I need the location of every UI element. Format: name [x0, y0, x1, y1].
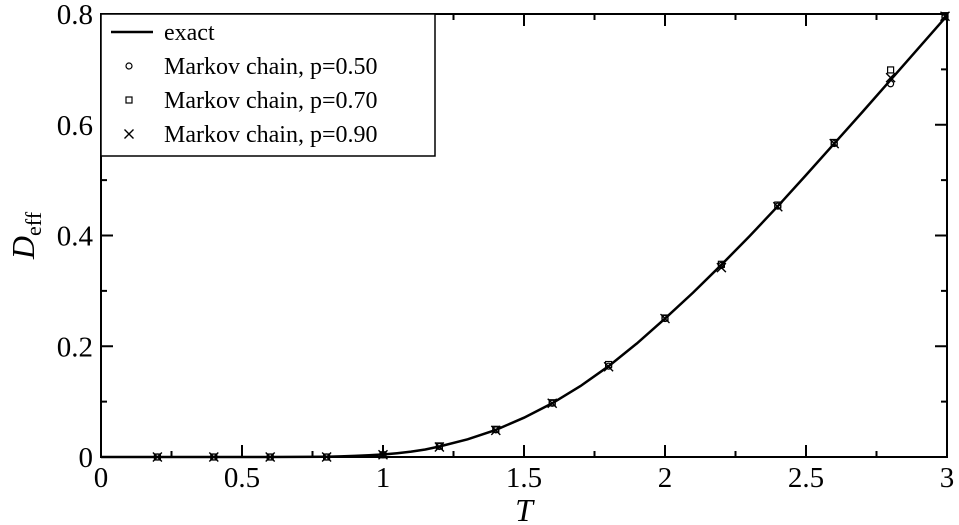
data-point-cross: [321, 452, 332, 462]
data-point-square: [830, 138, 838, 147]
data-point-cross: [772, 201, 783, 212]
x-tick-label: 0: [94, 462, 109, 494]
data-point-cross: [378, 449, 388, 460]
data-point-cross: [547, 398, 558, 409]
data-point-square: [435, 442, 443, 450]
y-tick-label: 0.2: [57, 331, 93, 363]
data-point-cross: [603, 361, 614, 372]
y-axis-label: Deff: [5, 211, 46, 260]
x-tick-label: 2.5: [788, 462, 824, 494]
data-point-cross: [152, 452, 163, 462]
data-point-cross: [490, 425, 501, 436]
exact-curve-line: [101, 14, 948, 459]
legend-entry-label: exact: [164, 20, 215, 46]
y-axis-label-main: D: [5, 236, 41, 260]
x-tick-label: 1.5: [506, 462, 542, 494]
data-point-cross: [208, 452, 219, 462]
data-point-cross: [829, 138, 840, 149]
y-tick-label: 0.8: [57, 0, 93, 31]
data-point-cross: [434, 442, 445, 453]
data-point-square: [210, 453, 218, 461]
legend-marker-cross: [124, 129, 134, 139]
x-tick-label: 3: [940, 462, 955, 494]
axis-ticks: 0 0.5 1 1.5 2 2.5 3 0 0.2 0.4 0.6 0.8: [57, 0, 955, 494]
data-point-cross: [716, 262, 727, 273]
x-axis-label: T: [515, 492, 535, 525]
data-point-square: [941, 12, 949, 20]
data-point-cross: [885, 72, 896, 83]
legend-marker-circle: [125, 62, 133, 70]
data-point-square: [266, 453, 274, 461]
series-layer: [101, 11, 950, 462]
legend-entry-label: Markov chain, p=0.90: [164, 122, 378, 148]
y-tick-label: 0.4: [57, 221, 94, 253]
data-point-circle: [886, 80, 895, 88]
data-point-cross: [265, 452, 276, 462]
data-point-cross: [660, 313, 670, 324]
data-point-cross: [940, 11, 950, 22]
legend: exact Markov chain, p=0.50 Markov chain, p…: [100, 13, 436, 157]
y-tick-label: 0: [79, 442, 94, 474]
legend-entry-label: Markov chain, p=0.50: [164, 54, 378, 80]
y-tick-label: 0.6: [57, 110, 93, 142]
x-tick-label: 0.5: [224, 462, 260, 494]
data-point-square: [492, 425, 500, 433]
data-point-square: [548, 399, 556, 407]
data-point-square: [774, 201, 782, 209]
x-tick-label: 2: [658, 462, 673, 494]
data-point-square: [153, 453, 161, 461]
data-point-square: [379, 451, 387, 459]
legend-marker-square: [125, 96, 133, 104]
data-point-square: [323, 453, 331, 461]
legend-box: [100, 13, 436, 157]
data-point-square: [661, 314, 669, 322]
x-tick-label: 1: [376, 462, 391, 494]
legend-entry-label: Markov chain, p=0.70: [164, 88, 378, 114]
data-point-square: [886, 66, 895, 74]
y-axis-label-subscript: eff: [21, 211, 46, 236]
